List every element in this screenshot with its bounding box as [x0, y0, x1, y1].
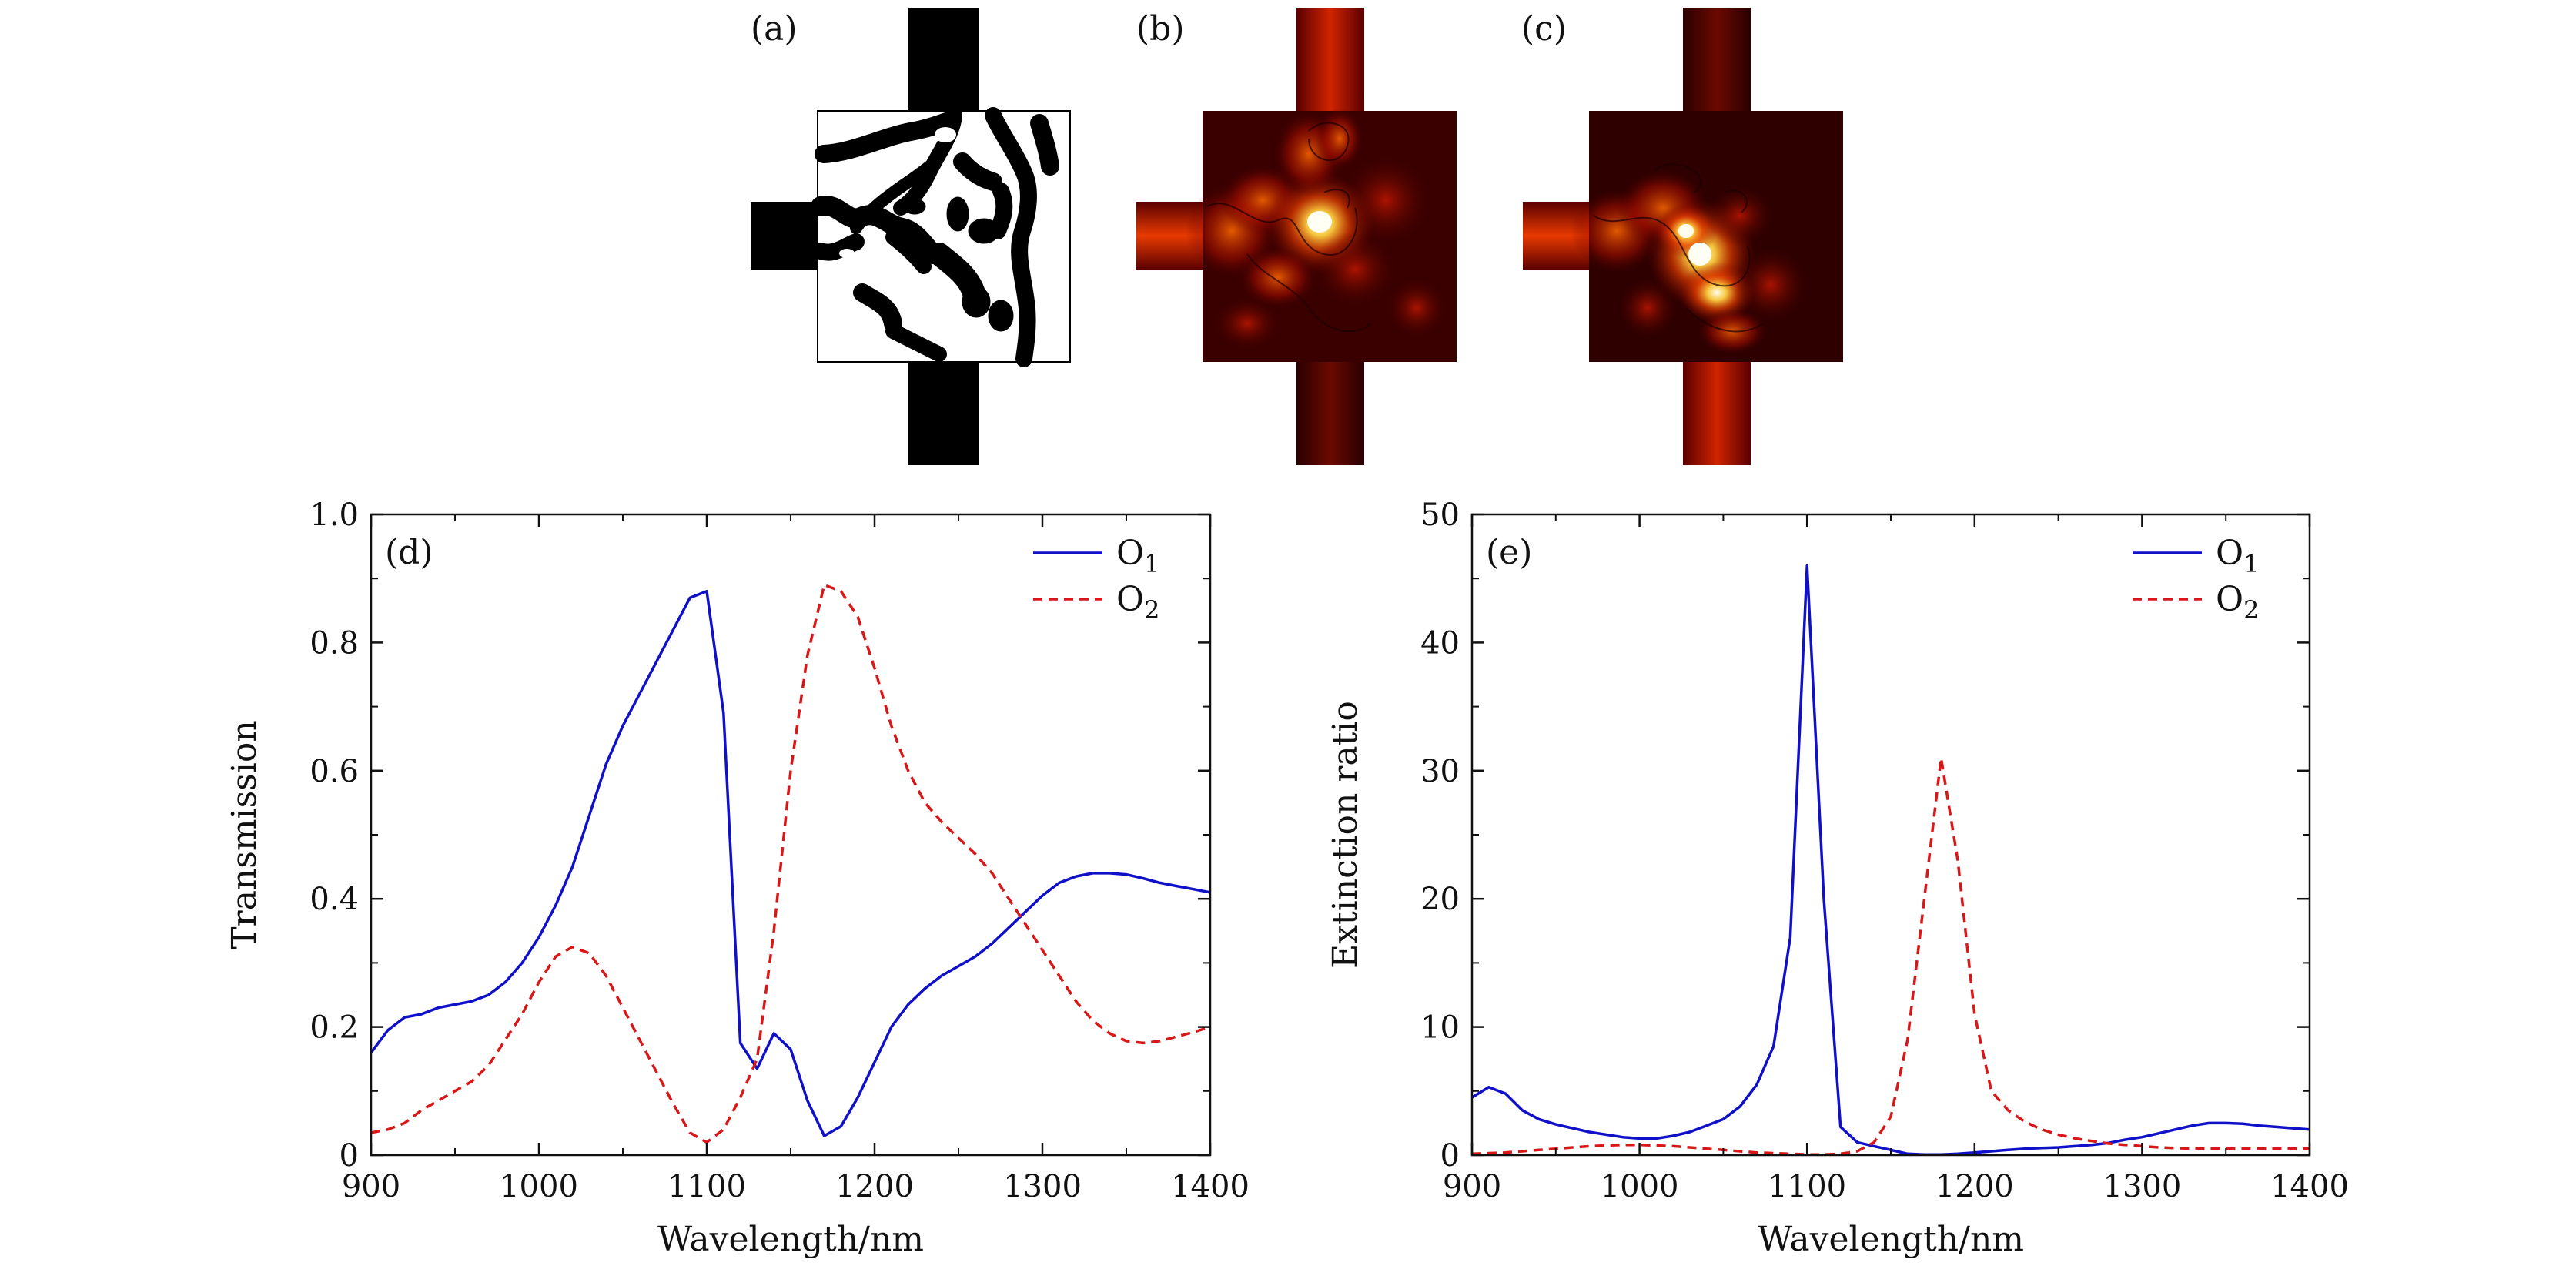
- x-tick-label: 1200: [835, 1169, 914, 1204]
- panel-label: (e): [1486, 533, 1532, 572]
- x-tick-label: 1000: [500, 1169, 578, 1204]
- y-tick-label: 0: [340, 1138, 359, 1174]
- legend-subscript: 1: [1144, 549, 1159, 578]
- legend-name: O: [1116, 534, 1144, 573]
- structure-pattern: [811, 107, 1059, 367]
- plot-frame: [370, 513, 1212, 1157]
- panel-c: (c): [1521, 8, 1843, 465]
- series-line-o1: [371, 590, 1210, 1137]
- chart-d-transmission: 900 1000 1100 1200 1300 1400 0 0.2 0.4 0.6 0.8 1.0 W…: [225, 497, 1250, 1259]
- series-group: [371, 583, 1210, 1144]
- series-line-o1: [1472, 564, 2310, 1155]
- y-axis-label: Transmission: [225, 720, 264, 949]
- legend-name: O: [2216, 534, 2243, 573]
- field-waveguide-bottom: [1296, 362, 1364, 465]
- panel-b: (b): [1136, 8, 1457, 465]
- series-line-o2: [1472, 756, 2310, 1155]
- x-axis-label: Wavelength/nm: [657, 1220, 924, 1259]
- x-tick-label: 1400: [2270, 1169, 2349, 1204]
- field-waveguide-bottom: [1683, 362, 1751, 465]
- field-contour: [1206, 122, 1371, 333]
- field-hotspots: [1186, 108, 1447, 350]
- waveguide-bottom: [908, 362, 979, 465]
- series-group: [1472, 564, 2310, 1155]
- y-tick-label: 30: [1420, 754, 1460, 789]
- panel-a: (a): [751, 8, 1071, 465]
- field-hotspots: [1571, 169, 1809, 354]
- legend-subscript: 2: [2243, 595, 2259, 625]
- panel-b-label: (b): [1136, 9, 1185, 49]
- y-tick-label: 0.4: [309, 882, 359, 917]
- legend-label-o2: O2: [2216, 580, 2259, 625]
- panel-c-label: (c): [1521, 9, 1567, 49]
- y-tick-label: 20: [1420, 882, 1460, 917]
- waveguide-top: [908, 8, 979, 111]
- y-tick-label: 10: [1420, 1010, 1460, 1046]
- structure-hole: [839, 249, 855, 258]
- x-tick-label: 1300: [1003, 1169, 1082, 1204]
- field-waveguide-top: [1683, 8, 1751, 111]
- waveguide-input: [751, 202, 821, 270]
- y-tick-label: 0.6: [309, 754, 359, 789]
- y-axis-label: Extinction ratio: [1326, 701, 1365, 969]
- y-tick-label: 1.0: [309, 497, 359, 533]
- legend-label-o1: O1: [2216, 534, 2259, 578]
- field-contour: [1593, 163, 1764, 333]
- y-tick-label: 40: [1420, 625, 1460, 661]
- x-tick-label: 900: [1443, 1169, 1501, 1204]
- x-tick-label: 900: [342, 1169, 400, 1204]
- y-tick-label: 0.8: [309, 625, 359, 661]
- y-tick-label: 50: [1420, 497, 1460, 533]
- y-tick-label: 0: [1440, 1138, 1460, 1174]
- legend-name: O: [1116, 580, 1144, 619]
- series-line-o2: [371, 583, 1210, 1144]
- x-axis-label: Wavelength/nm: [1758, 1220, 2024, 1259]
- legend-label-o2: O2: [1116, 580, 1159, 625]
- x-tick-label: 1000: [1601, 1169, 1679, 1204]
- plot-frame: [1470, 513, 2311, 1157]
- x-tick-label: 1100: [1768, 1169, 1846, 1204]
- x-tick-label: 1400: [1171, 1169, 1250, 1204]
- field-waveguide-top: [1296, 8, 1364, 111]
- legend-name: O: [2216, 580, 2243, 619]
- y-tick-label: 0.2: [309, 1010, 359, 1046]
- panel-a-label: (a): [751, 9, 798, 49]
- legend-subscript: 1: [2243, 549, 2259, 578]
- chart-e-extinction-ratio: 900 1000 1100 1200 1300 1400 0 10 20 30 40 50 Wavele…: [1326, 497, 2349, 1259]
- x-tick-label: 1300: [2103, 1169, 2182, 1204]
- x-tick-label: 1100: [667, 1169, 746, 1204]
- legend-label-o1: O1: [1116, 534, 1159, 578]
- structure-hole: [935, 127, 956, 142]
- panel-label: (d): [385, 533, 433, 572]
- legend-subscript: 2: [1144, 595, 1159, 625]
- x-tick-label: 1200: [1935, 1169, 2014, 1204]
